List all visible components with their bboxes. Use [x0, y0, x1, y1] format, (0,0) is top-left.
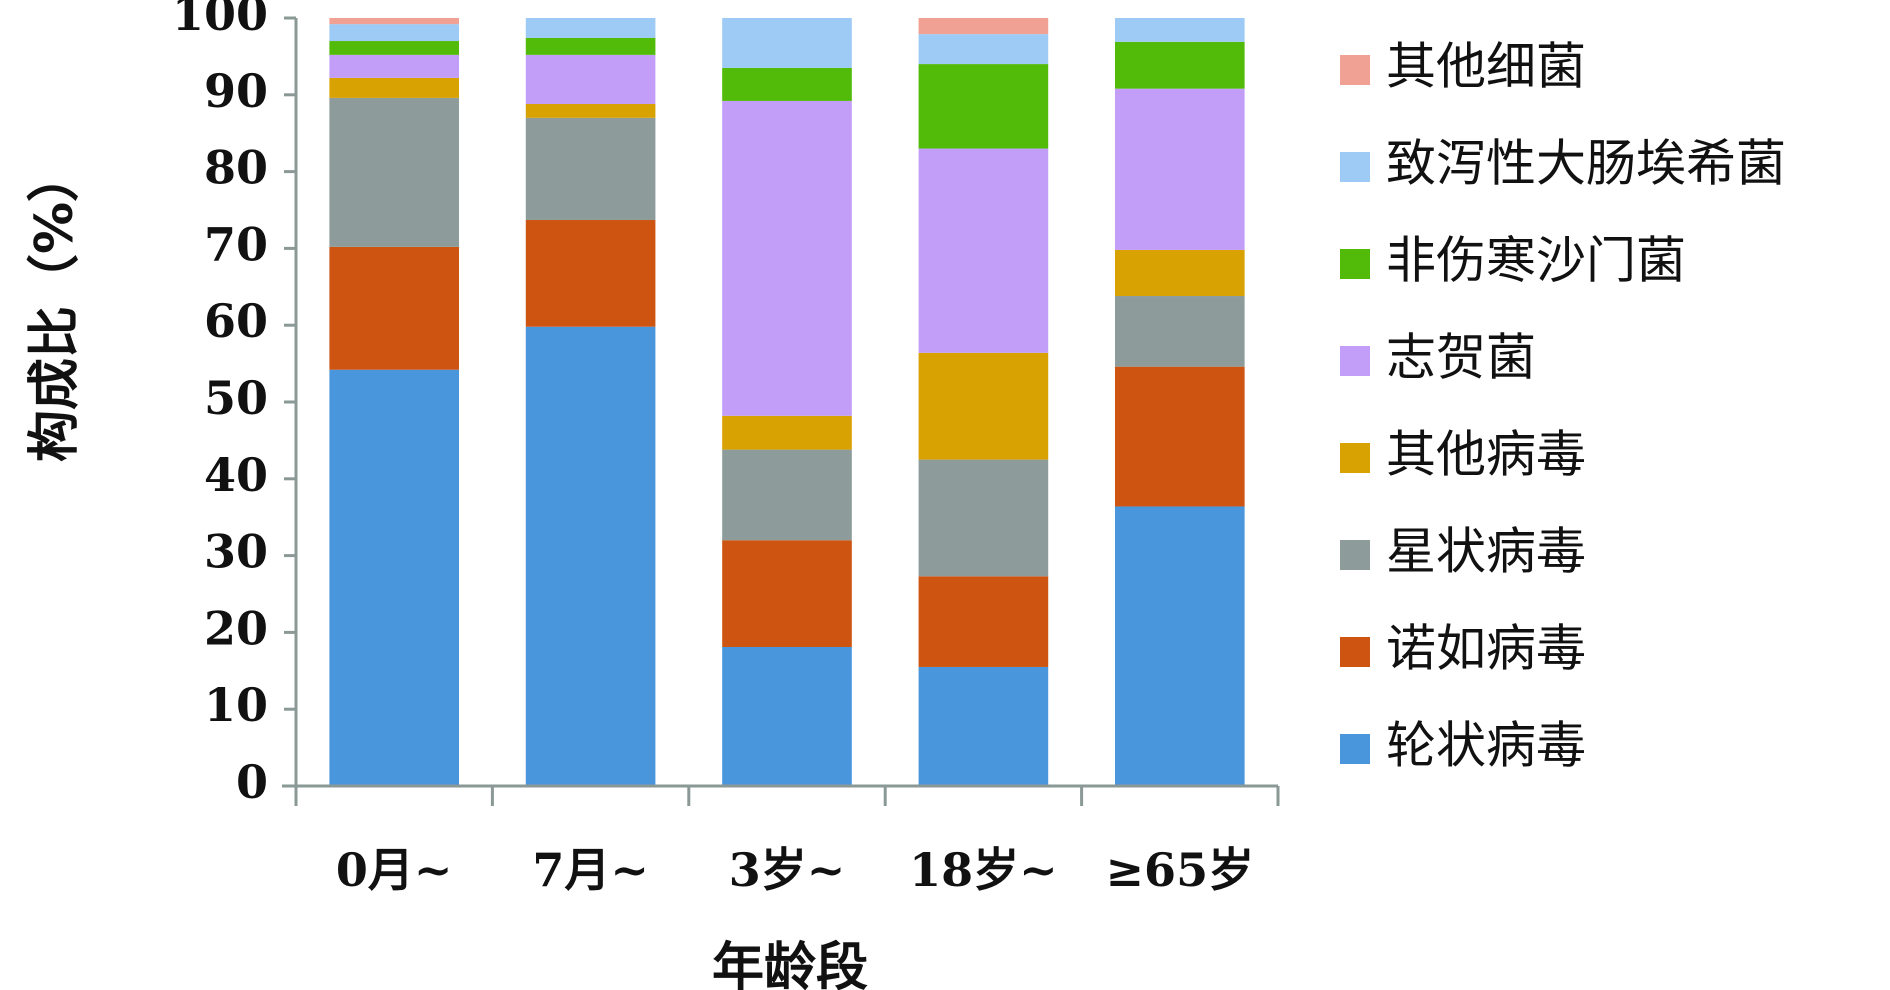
bar-segment — [329, 97, 460, 247]
x-ticks: 0月~ 7月~ 3岁~ 18岁~ ≥65岁 — [294, 786, 1280, 897]
bar-segment — [329, 54, 460, 78]
x-axis-title: 年龄段 — [712, 938, 868, 990]
bar-segment — [1114, 249, 1245, 297]
legend-swatch — [1340, 734, 1370, 764]
legend-item: 星状病毒 — [1340, 523, 1586, 581]
bar-segment — [329, 369, 460, 786]
bar-segment — [918, 459, 1049, 577]
bar-segment — [1114, 366, 1245, 507]
bar-segment — [525, 326, 656, 786]
y-tick-label: 50 — [204, 371, 268, 425]
bar-segment — [1114, 506, 1245, 786]
bar-segment — [329, 24, 460, 42]
legend-label: 星状病毒 — [1386, 523, 1586, 581]
bar-segment — [329, 18, 460, 25]
bar-segment — [1114, 296, 1245, 367]
y-tick-label: 60 — [204, 294, 268, 348]
legend-item: 轮状病毒 — [1340, 717, 1586, 775]
x-tick-label: 7月~ — [532, 843, 649, 897]
bar-stack — [525, 18, 656, 786]
bar-stack — [918, 18, 1049, 786]
bar-segment — [525, 104, 656, 118]
bar-segment — [329, 77, 460, 98]
y-tick-label: 70 — [204, 217, 268, 271]
legend-item: 其他病毒 — [1340, 426, 1586, 484]
y-tick-label: 20 — [204, 601, 268, 655]
x-tick-label: ≥65岁 — [1106, 843, 1255, 897]
legend-label: 其他病毒 — [1386, 426, 1586, 484]
bar-stack — [1114, 18, 1245, 786]
bar-segment — [722, 646, 852, 786]
legend-item: 非伤寒沙门菌 — [1340, 232, 1686, 290]
bar-segment — [722, 67, 852, 101]
legend-swatch — [1340, 249, 1370, 279]
legend-item: 致泻性大肠埃希菌 — [1340, 135, 1786, 193]
legend-label: 致泻性大肠埃希菌 — [1386, 135, 1786, 193]
bar-segment — [1114, 18, 1245, 42]
bar-segment — [329, 246, 460, 370]
bar-segment — [918, 34, 1049, 65]
legend-item: 诺如病毒 — [1340, 620, 1586, 678]
legend-swatch — [1340, 443, 1370, 473]
bar-segment — [1114, 88, 1245, 250]
x-tick-label: 0月~ — [336, 843, 453, 897]
legend-swatch — [1340, 55, 1370, 85]
plot-area — [329, 18, 1245, 786]
legend-swatch — [1340, 152, 1370, 182]
bar-stack — [722, 18, 852, 786]
x-tick-label: 18岁~ — [909, 843, 1058, 897]
y-tick-label: 10 — [204, 678, 268, 732]
bar-segment — [525, 54, 656, 105]
legend-item: 志贺菌 — [1340, 329, 1536, 387]
bar-segment — [525, 219, 656, 327]
bar-segment — [329, 41, 460, 55]
bar-segment — [918, 352, 1049, 460]
legend-item: 其他细菌 — [1340, 38, 1586, 96]
legend-label: 志贺菌 — [1386, 329, 1536, 387]
bar-segment — [525, 37, 656, 55]
x-tick-label: 3岁~ — [729, 843, 846, 897]
bar-segment — [722, 449, 852, 541]
y-tick-label: 30 — [204, 525, 268, 579]
legend-label: 非伤寒沙门菌 — [1386, 232, 1686, 290]
bar-segment — [722, 415, 852, 450]
legend-swatch — [1340, 637, 1370, 667]
y-tick-label: 80 — [204, 141, 268, 195]
bar-segment — [722, 18, 852, 68]
bar-segment — [525, 117, 656, 220]
y-ticks: 0 10 20 30 40 50 60 70 80 90 100 — [172, 0, 296, 809]
y-tick-label: 100 — [172, 0, 268, 41]
legend-swatch — [1340, 346, 1370, 376]
legend-label: 其他细菌 — [1386, 38, 1586, 96]
bar-segment — [722, 540, 852, 647]
legend-label: 轮状病毒 — [1386, 717, 1586, 775]
axes — [282, 18, 1278, 806]
y-tick-label: 90 — [204, 64, 268, 118]
y-axis-title: 构成比（%） — [25, 150, 85, 462]
bar-stack — [329, 18, 460, 786]
bar-segment — [918, 666, 1049, 786]
bar-segment — [918, 576, 1049, 667]
bar-segment — [918, 18, 1049, 35]
y-tick-label: 0 — [236, 755, 268, 809]
bar-segment — [722, 100, 852, 416]
legend-label: 诺如病毒 — [1386, 620, 1586, 678]
bar-segment — [525, 18, 656, 38]
bar-segment — [918, 148, 1049, 353]
y-tick-label: 40 — [204, 448, 268, 502]
legend-swatch — [1340, 540, 1370, 570]
bar-segment — [918, 64, 1049, 149]
bar-segment — [1114, 41, 1245, 89]
